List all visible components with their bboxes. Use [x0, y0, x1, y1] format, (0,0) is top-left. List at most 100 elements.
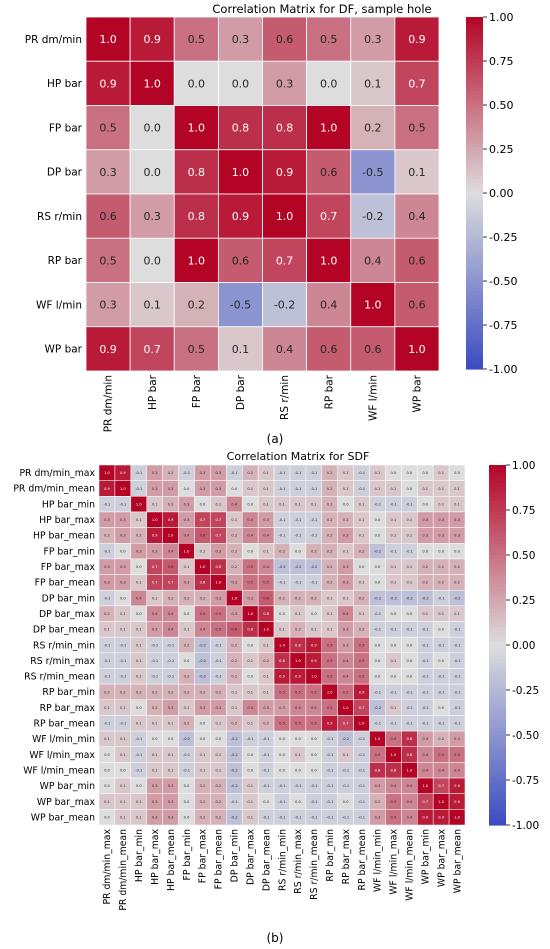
cell-value-label: -0.1: [326, 737, 333, 741]
colorbar-segment: [489, 558, 506, 563]
cell-value-label: -0.2: [390, 596, 397, 600]
cell-value-label: 0.4: [247, 518, 253, 522]
cell-value-label: 0.1: [343, 487, 349, 491]
cell-value-label: 0.1: [120, 706, 126, 710]
cell-value-label: 0.1: [343, 596, 349, 600]
cell-value-label: 0.0: [311, 612, 317, 616]
y-tick-label: HP bar_max: [39, 515, 95, 526]
cell-value-label: 0.0: [311, 769, 317, 773]
cell-value-label: 0.4: [311, 706, 317, 710]
heatmap-cell: [85, 282, 131, 328]
cell-value-label: -0.2: [294, 565, 301, 569]
cell-value-label: 0.8: [200, 581, 206, 585]
cell-value-label: 0.3: [152, 471, 158, 475]
cell-value-label: 0.5: [188, 343, 206, 356]
colorbar-segment: [489, 493, 506, 498]
panel-a-x-tick-labels: PR dm/min HP bar FP bar DP bar RS r/min RP ba…: [103, 374, 424, 432]
cell-value-label: 0.8: [276, 122, 294, 135]
colorbar-segment: [466, 273, 483, 279]
colorbar-segment: [466, 182, 483, 187]
cell-value-label: -0.1: [151, 643, 158, 647]
cell-value-label: 0.1: [247, 487, 253, 491]
cell-value-label: -0.1: [422, 706, 429, 710]
cell-value-label: 0.0: [375, 581, 381, 585]
colorbar-segment: [489, 735, 506, 740]
colorbar-segment: [466, 161, 483, 166]
heatmap-cell: [217, 149, 263, 195]
colorbar-segment: [466, 340, 483, 345]
cell-value-label: -0.2: [374, 549, 381, 553]
cell-value-label: 0.7: [276, 254, 294, 267]
cell-value-label: 0.1: [263, 471, 269, 475]
cell-value-label: -0.1: [231, 471, 238, 475]
cell-value-label: 0.1: [104, 706, 110, 710]
cell-value-label: 0.1: [200, 549, 206, 553]
colorbar-tick-label: 0.75: [512, 505, 535, 517]
cell-value-label: 0.6: [408, 254, 426, 267]
heatmap-cell: [306, 237, 352, 283]
cell-value-label: 0.5: [327, 643, 333, 647]
panel-a-heatmap: Correlation Matrix for DF, sample hole 1…: [25, 2, 518, 446]
colorbar-segment: [466, 154, 483, 159]
cell-value-label: 0.0: [184, 612, 190, 616]
colorbar-segment: [489, 576, 506, 581]
cell-value-label: -0.1: [167, 675, 174, 679]
cell-value-label: 0.0: [279, 612, 285, 616]
cell-value-label: 0.0: [200, 722, 206, 726]
cell-value-label: 0.1: [136, 722, 142, 726]
colorbar-segment: [466, 361, 483, 367]
cell-value-label: 0.3: [438, 518, 444, 522]
panel-b-x-tick-labels: PR dm/min_max PR dm/min_mean HP bar_min HP …: [102, 829, 463, 911]
cell-value-label: 0.0: [136, 706, 142, 710]
cell-value-label: -0.1: [422, 722, 429, 726]
colorbar-segment: [466, 147, 483, 152]
colorbar-segment: [466, 351, 483, 356]
cell-value-label: 0.6: [276, 33, 294, 46]
cell-value-label: 0.0: [247, 675, 253, 679]
colorbar-tick-label: 0.50: [489, 99, 514, 112]
cell-value-label: 0.1: [215, 753, 221, 757]
colorbar-segment: [489, 799, 506, 804]
cell-value-label: 0.4: [231, 502, 237, 506]
cell-value-label: 0.1: [375, 471, 381, 475]
y-tick-label: PR dm/min: [25, 34, 82, 46]
cell-value-label: 0.2: [327, 471, 333, 475]
cell-value-label: 1.0: [200, 565, 206, 569]
colorbar-segment: [466, 249, 483, 254]
colorbar-segment: [466, 129, 483, 134]
cell-value-label: -0.1: [390, 690, 397, 694]
cell-value-label: -0.1: [135, 737, 142, 741]
x-tick-label: WF l/min_mean: [405, 829, 416, 901]
colorbar-segment: [489, 663, 506, 668]
cell-value-label: -0.1: [278, 581, 285, 585]
cell-value-label: -0.1: [119, 722, 126, 726]
cell-value-label: -0.1: [406, 722, 413, 726]
x-tick-label: RP bar: [323, 374, 335, 409]
cell-value-label: 0.0: [375, 534, 381, 538]
cell-value-label: 0.0: [422, 549, 428, 553]
cell-value-label: -0.1: [103, 549, 110, 553]
cell-value-label: 0.2: [438, 581, 444, 585]
cell-value-label: 0.0: [120, 769, 126, 773]
cell-value-label: -0.1: [263, 737, 270, 741]
cell-value-label: 0.9: [311, 643, 317, 647]
cell-value-label: -0.1: [263, 753, 270, 757]
colorbar-segment: [466, 217, 483, 222]
x-tick-label: FP bar: [191, 374, 203, 408]
cell-value-label: 0.2: [231, 534, 237, 538]
cell-value-label: 0.9: [359, 690, 365, 694]
cell-value-label: -0.1: [374, 628, 381, 632]
colorbar-tick-label: 0.25: [489, 143, 514, 156]
colorbar-segment: [489, 684, 506, 689]
colorbar-segment: [466, 270, 483, 275]
cell-value-label: 0.1: [391, 706, 397, 710]
panel-a-colorbar: 1.00 0.75 0.50 0.25 0.00 -0.25 -0.50 -0.75 -1.00: [466, 11, 517, 376]
cell-value-label: 0.4: [136, 596, 142, 600]
cell-value-label: -0.1: [119, 659, 126, 663]
cell-value-label: -0.1: [278, 518, 285, 522]
colorbar-segment: [489, 637, 506, 642]
cell-value-label: 1.0: [391, 753, 397, 757]
colorbar-segment: [489, 814, 506, 819]
x-tick-label: RP bar_min: [325, 829, 336, 882]
colorbar-segment: [466, 59, 483, 64]
